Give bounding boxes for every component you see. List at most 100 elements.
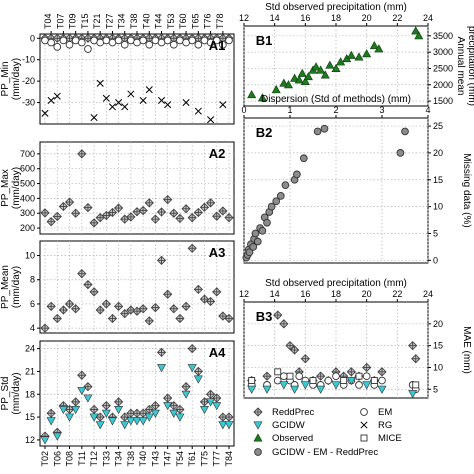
top-station-label: T09: [68, 13, 78, 29]
point-em: [120, 40, 129, 49]
y-tick-label: 24: [25, 344, 35, 354]
point-reddprec: [193, 207, 203, 218]
y-tick-label: 700: [20, 149, 35, 159]
point-reddprec: [83, 382, 93, 392]
point-reddprec: [212, 393, 222, 403]
y-tick-label: 400: [20, 193, 35, 203]
panel-a4-frame: [39, 340, 235, 447]
point-observed: [283, 80, 293, 89]
y-tick-label: 12: [25, 435, 35, 445]
point-mice: [274, 368, 282, 376]
point-observed: [346, 50, 356, 59]
point-gcidw-em-reddprec: [299, 154, 308, 163]
point-reddprec: [89, 218, 99, 228]
point-em: [188, 36, 197, 45]
point-gcidw: [193, 375, 203, 384]
y-tick-label: 300: [20, 208, 35, 218]
point-reddprec: [138, 205, 148, 216]
x-tick-label: 24: [423, 289, 433, 299]
point-rg: [102, 94, 110, 102]
top-station-label: T40: [141, 13, 151, 29]
point-reddprec: [156, 347, 167, 358]
bottom-station-label: T02: [40, 451, 50, 467]
point-gcidw: [157, 364, 167, 373]
legend-label: EM: [378, 407, 392, 418]
y-tick-label: 10: [25, 251, 35, 261]
x-tick-label: 4: [425, 105, 430, 115]
legend-label: GCIDW - EM - ReddPrec: [272, 447, 378, 458]
point-em: [169, 40, 178, 49]
y-tick-label: 15: [433, 175, 443, 185]
point-reddprec: [181, 382, 191, 392]
panel-a3-frame: [39, 240, 235, 334]
point-em: [139, 36, 147, 45]
top-station-label: T38: [129, 13, 139, 29]
point-reddprec: [71, 304, 81, 314]
bottom-station-label: T47: [163, 451, 173, 467]
point-gcidw-em-reddprec: [281, 181, 290, 189]
y-axis-label: Annual mean: [455, 37, 466, 96]
point-reddprec: [362, 362, 372, 373]
y-tick-label: 18: [25, 389, 35, 399]
point-em: [65, 40, 74, 49]
point-gcidw-em-reddprec: [313, 127, 322, 136]
y-tick-label: 4: [30, 323, 35, 333]
point-gcidw: [144, 413, 154, 422]
point-rg: [121, 103, 129, 111]
point-em: [295, 372, 304, 381]
y-tick-label: 15: [433, 341, 443, 351]
x-tick-label: 24: [423, 13, 433, 23]
y-axis-label: PP_Std: [0, 377, 11, 411]
point-observed: [290, 73, 300, 82]
point-reddprec: [113, 397, 124, 407]
point-reddprec: [224, 213, 234, 223]
point-reddprec: [107, 313, 118, 324]
point-reddprec: [89, 287, 99, 297]
point-observed: [331, 63, 341, 72]
point-observed: [316, 65, 326, 74]
bottom-station-label: T12: [89, 451, 99, 467]
y-tick-label: 25: [433, 121, 443, 131]
point-observed: [297, 68, 307, 77]
point-gcidw: [331, 381, 341, 390]
y-tick-label: 1500: [433, 96, 453, 106]
point-gcidw: [300, 381, 310, 390]
point-reddprec: [52, 211, 62, 222]
point-reddprec: [187, 243, 197, 253]
panel-label: B3: [256, 309, 273, 324]
point-mice: [309, 377, 317, 384]
panel-label: A1: [209, 38, 226, 53]
point-reddprec: [150, 401, 161, 411]
point-em: [145, 40, 154, 49]
bottom-station-label: T77: [212, 451, 222, 467]
y-tick-label: 3500: [433, 31, 453, 41]
y-tick-label: 5: [433, 228, 438, 238]
top-station-label: T04: [43, 13, 53, 29]
point-gcidw: [101, 409, 111, 418]
x-tick-label: 12: [239, 289, 249, 299]
point-reddprec: [58, 305, 69, 315]
y-axis-label-unit: (mm/day): [11, 266, 22, 308]
point-observed: [311, 62, 321, 71]
point-reddprec: [150, 214, 161, 224]
point-gcidw: [212, 402, 222, 411]
y-axis-label: PP_Mean: [0, 265, 11, 309]
point-reddprec: [77, 149, 87, 159]
x-tick-label: 14: [270, 13, 280, 23]
point-mice: [286, 372, 294, 380]
point-reddprec: [156, 255, 167, 266]
point-gcidw-em-reddprec: [320, 124, 329, 133]
y-tick-label: 20: [433, 148, 443, 158]
panel-label: B2: [256, 125, 273, 140]
point-rg: [164, 101, 172, 109]
top-station-label: T53: [166, 13, 176, 29]
point-reddprec: [175, 404, 185, 415]
point-reddprec: [411, 354, 421, 364]
point-gcidw: [89, 413, 99, 422]
point-em: [280, 372, 288, 381]
point-gcidw-em-reddprec: [272, 197, 281, 206]
point-reddprec: [175, 213, 185, 224]
point-observed: [411, 26, 421, 35]
point-gcidw-em-reddprec: [263, 218, 271, 227]
point-em: [225, 36, 233, 45]
